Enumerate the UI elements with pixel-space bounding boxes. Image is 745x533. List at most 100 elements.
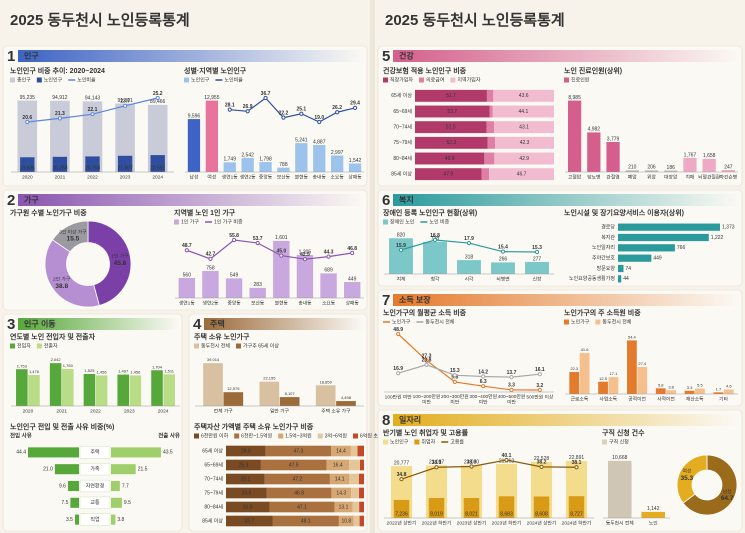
- bar: [241, 157, 254, 172]
- x-tick-label: 2024년 상반기: [527, 519, 557, 526]
- x-tick-label: 대장암: [664, 173, 678, 180]
- chart-title: 연도별 노인 전입자 및 전출자: [10, 332, 96, 341]
- bar: [568, 496, 585, 518]
- value-label: 19.0: [314, 115, 324, 121]
- value-label: 22,528: [534, 456, 550, 462]
- value-label: 318: [465, 254, 474, 260]
- value-label: 29.6: [242, 490, 252, 496]
- point: [335, 110, 340, 115]
- legend-label: 노인비율: [224, 76, 243, 83]
- legend-label: 동두천시 전체: [201, 342, 230, 349]
- bar: [17, 100, 38, 172]
- legend-symbol: [414, 439, 420, 445]
- section-number: 1: [7, 48, 15, 65]
- slice-value: 45.8: [114, 260, 127, 267]
- value-label: 27.4: [638, 361, 647, 366]
- y-tick-label: 65세 이상: [391, 92, 412, 99]
- value-label: 16.1: [535, 367, 545, 373]
- value-label: 10,668: [612, 455, 628, 461]
- y-tick-label: 65세 이상: [202, 447, 223, 454]
- bar-segment: [226, 501, 270, 513]
- bar-segment: [260, 459, 327, 471]
- value-label: 43.1: [519, 124, 529, 130]
- bar-segment: [415, 168, 482, 181]
- value-label: 1,658: [703, 153, 716, 159]
- section-card: [2, 313, 183, 532]
- value-label: 8,727: [570, 511, 583, 517]
- value-label: 9.5: [124, 500, 131, 506]
- bar-segment: [226, 445, 266, 457]
- value-label: 1,798: [259, 156, 272, 162]
- legend-symbol: [36, 77, 42, 83]
- donut-slice: [44, 239, 100, 308]
- value-label: 549: [230, 273, 239, 279]
- value-label: 25.2: [153, 91, 163, 97]
- value-label: 49.9: [445, 156, 455, 162]
- value-label: 25.3: [239, 462, 249, 468]
- value-label: 2,542: [241, 152, 254, 158]
- x-tick-label: 지체: [397, 275, 406, 282]
- x-tick-label: 200~300만원 미만: [441, 393, 469, 405]
- bar-segment: [415, 105, 490, 118]
- y-tick-label: 노인일자리: [592, 244, 615, 251]
- point: [398, 247, 404, 253]
- bar-segment: [272, 515, 339, 527]
- value-label: 1,476: [29, 369, 40, 374]
- bar: [525, 261, 549, 274]
- section-number: 2: [7, 192, 15, 209]
- x-tick-label: 불현동: [275, 299, 289, 306]
- value-label: 43.6: [519, 93, 529, 99]
- chart-title: 주택 소유 노인가구: [194, 332, 250, 341]
- point: [350, 250, 355, 256]
- category-label: 주택: [90, 449, 100, 456]
- chart-title: 장애인 등록 노인인구 현황(상위): [383, 208, 477, 217]
- section-title: 가구: [24, 195, 39, 205]
- legend-symbol: [450, 77, 456, 83]
- value-label: 8,683: [500, 511, 513, 517]
- bar-segment: [226, 515, 273, 527]
- bar: [74, 514, 79, 525]
- bar: [95, 375, 108, 406]
- value-label: 52.3: [447, 140, 457, 146]
- legend-label: 6천만원 이하: [201, 432, 229, 439]
- value-label: 4,982: [588, 127, 601, 133]
- bar: [598, 381, 608, 394]
- bar: [606, 141, 620, 172]
- value-label: 42.3: [520, 140, 530, 146]
- point: [434, 465, 439, 470]
- section-title: 건강: [399, 51, 414, 61]
- value-label: 44: [623, 276, 629, 282]
- x-tick-label: 상패동: [346, 299, 360, 306]
- bar: [54, 464, 79, 475]
- point: [302, 257, 308, 262]
- bar: [587, 132, 601, 172]
- x-tick-label: 2024: [158, 408, 169, 414]
- bar: [702, 158, 716, 172]
- value-label: 689: [324, 268, 333, 274]
- value-label: 4.6: [726, 384, 732, 389]
- x-tick-label: 재산소득: [686, 395, 704, 402]
- legend-label: 노인인구: [44, 76, 63, 83]
- legend-symbol: [194, 343, 199, 349]
- bar: [296, 254, 314, 298]
- bar: [618, 264, 624, 273]
- bar-segment: [334, 501, 353, 513]
- point: [123, 103, 128, 108]
- bar-segment: [494, 121, 554, 134]
- bar: [111, 464, 136, 475]
- value-label: 283: [254, 282, 263, 288]
- bar-segment: [415, 152, 485, 165]
- point: [227, 107, 232, 112]
- value-label: 20,768: [85, 165, 101, 171]
- value-label: 48.9: [393, 327, 403, 333]
- section-title: 복지: [399, 195, 414, 205]
- bar: [567, 100, 582, 172]
- bar: [28, 375, 40, 406]
- value-label: 1,525: [84, 368, 95, 373]
- y-tick-label: 노인요양공동생활가정: [569, 275, 615, 282]
- y-tick-label: 방문요양: [597, 265, 616, 272]
- x-tick-label: 중앙동: [259, 173, 273, 180]
- value-label: 1,542: [349, 158, 362, 164]
- bar: [343, 281, 361, 298]
- value-label: 38.3: [467, 459, 477, 465]
